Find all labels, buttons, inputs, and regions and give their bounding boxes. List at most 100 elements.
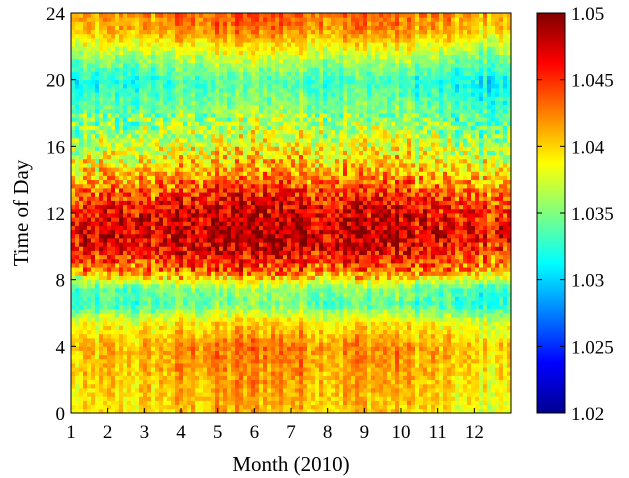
heatmap-cell (191, 375, 196, 381)
heatmap-cell (199, 379, 204, 385)
heatmap-cell (199, 292, 204, 297)
heatmap-cell (223, 146, 228, 151)
heatmap-cell (215, 75, 220, 81)
heatmap-cell (267, 221, 272, 226)
heatmap-cell (227, 142, 232, 147)
heatmap-cell (91, 258, 96, 264)
heatmap-cell (243, 79, 248, 85)
heatmap-cell (107, 321, 112, 326)
heatmap-cell (147, 396, 152, 401)
heatmap-cell (259, 396, 264, 401)
heatmap-cell (103, 388, 108, 393)
heatmap-cell (79, 46, 84, 51)
heatmap-cell (247, 246, 252, 251)
heatmap-cell (151, 225, 156, 231)
heatmap-cell (155, 179, 160, 185)
heatmap-cell (127, 29, 132, 35)
heatmap-cell (111, 50, 116, 56)
heatmap-cell (95, 38, 100, 43)
heatmap-cell (263, 221, 268, 226)
heatmap-cell (155, 342, 160, 347)
heatmap-cell (199, 29, 204, 35)
heatmap-cell (195, 288, 200, 293)
heatmap-cell (227, 79, 232, 85)
heatmap-cell (239, 246, 244, 251)
heatmap-cell (115, 350, 120, 356)
heatmap-cell (167, 204, 172, 210)
heatmap-cell (195, 279, 200, 285)
heatmap-cell (271, 408, 276, 414)
heatmap-cell (171, 92, 176, 97)
heatmap-cell (127, 42, 132, 47)
heatmap-cell (243, 154, 248, 160)
heatmap-cell (159, 117, 164, 122)
heatmap-cell (187, 379, 192, 385)
heatmap-cell (179, 354, 184, 360)
heatmap-cell (199, 221, 204, 226)
heatmap-cell (139, 208, 144, 214)
heatmap-cell (199, 175, 204, 181)
heatmap-cell (143, 63, 148, 68)
heatmap-cell (139, 167, 144, 172)
heatmap-cell (231, 375, 236, 381)
heatmap-cell (207, 392, 212, 397)
heatmap-cell (251, 167, 256, 172)
heatmap-cell (135, 117, 140, 122)
heatmap-cell (247, 383, 252, 389)
heatmap-cell (211, 217, 216, 222)
heatmap-cell (263, 42, 268, 47)
heatmap-cell (87, 288, 92, 293)
heatmap-cell (127, 192, 132, 197)
heatmap-cell (259, 46, 264, 51)
heatmap-cell (147, 175, 152, 181)
heatmap-cell (175, 113, 180, 118)
heatmap-cell (239, 267, 244, 272)
heatmap-cell (163, 200, 168, 206)
heatmap-cell (243, 304, 248, 310)
heatmap-cell (199, 133, 204, 139)
heatmap-cell (83, 408, 88, 414)
heatmap-cell (143, 283, 148, 289)
heatmap-cell (247, 338, 252, 343)
heatmap-cell (271, 100, 276, 106)
heatmap-cell (115, 379, 120, 385)
heatmap-cell (179, 175, 184, 181)
heatmap-cell (223, 363, 228, 368)
heatmap-cell (215, 88, 220, 93)
heatmap-cell (99, 392, 104, 397)
heatmap-cell (155, 133, 160, 139)
heatmap-cell (115, 321, 120, 326)
heatmap-cell (223, 313, 228, 318)
heatmap-cell (119, 233, 124, 239)
heatmap-cell (263, 392, 268, 397)
heatmap-cell (243, 275, 248, 281)
heatmap-cell (243, 404, 248, 410)
heatmap-cell (259, 338, 264, 343)
heatmap-cell (79, 217, 84, 222)
heatmap-cell (127, 308, 132, 314)
heatmap-cell (75, 200, 80, 206)
heatmap-cell (255, 196, 260, 201)
heatmap-cell (143, 217, 148, 222)
heatmap-cell (255, 408, 260, 414)
heatmap-cell (119, 275, 124, 281)
heatmap-cell (127, 17, 132, 22)
heatmap-cell (131, 163, 136, 168)
heatmap-cell (151, 292, 156, 297)
heatmap-cell (139, 292, 144, 297)
heatmap-cell (119, 100, 124, 106)
heatmap-cell (227, 42, 232, 47)
heatmap-cell (111, 188, 116, 193)
heatmap-cell (255, 404, 260, 410)
heatmap-cell (259, 300, 264, 306)
heatmap-cell (71, 150, 76, 156)
heatmap-cell (227, 117, 232, 122)
heatmap-cell (251, 371, 256, 376)
heatmap-cell (135, 104, 140, 110)
heatmap-cell (235, 38, 240, 43)
heatmap-cell (79, 179, 84, 185)
heatmap-cell (211, 313, 216, 318)
heatmap-cell (183, 288, 188, 293)
heatmap-cell (211, 142, 216, 147)
heatmap-cell (231, 196, 236, 201)
